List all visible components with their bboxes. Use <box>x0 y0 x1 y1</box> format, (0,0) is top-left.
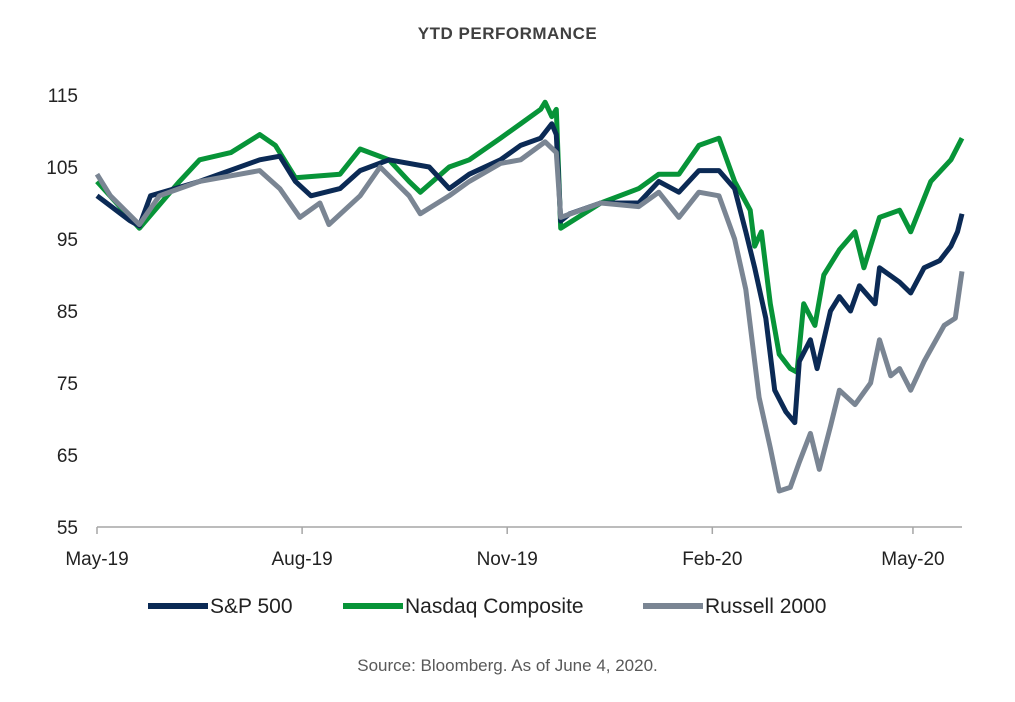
series-line-nasdaq-composite <box>95 99 965 375</box>
y-tick-label: 105 <box>46 158 78 179</box>
legend: S&P 500 Nasdaq Composite Russell 2000 <box>148 595 826 618</box>
y-tick-label: 85 <box>57 302 78 323</box>
legend-label: Nasdaq Composite <box>405 595 584 618</box>
legend-label: S&P 500 <box>210 595 293 618</box>
series-line-s-p-500 <box>95 121 965 426</box>
y-tick-label: 95 <box>57 230 78 251</box>
y-tick-label: 75 <box>57 374 78 395</box>
source-note: Source: Bloomberg. As of June 4, 2020. <box>357 656 658 675</box>
x-tick-label: Nov-19 <box>477 549 538 570</box>
y-tick-label: 65 <box>57 446 78 467</box>
y-tick-label: 55 <box>57 518 78 539</box>
x-axis: May-19 Aug-19 Nov-19 Feb-20 May-20 <box>65 526 962 570</box>
x-tick-label: Feb-20 <box>682 549 742 570</box>
chart-title: YTD PERFORMANCE <box>417 24 598 43</box>
series-lines <box>94 99 965 494</box>
y-tick-label: 115 <box>48 86 78 107</box>
x-tick-label: Aug-19 <box>271 549 332 570</box>
legend-label: Russell 2000 <box>705 595 826 618</box>
x-tick-label: May-20 <box>881 549 944 570</box>
x-tick-label: May-19 <box>65 549 128 570</box>
y-axis: 55 65 75 85 95 105 115 <box>46 86 78 539</box>
series-line-russell-2000 <box>94 139 965 494</box>
